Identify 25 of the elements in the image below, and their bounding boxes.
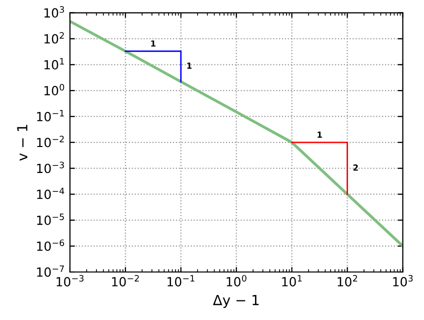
y-tick-label: 10$^{−2}$ (37, 136, 64, 148)
y-axis-title: v − 1 (17, 124, 28, 161)
annotation: 2 (353, 164, 358, 171)
y-tick-label: 10$^{2}$ (44, 32, 64, 44)
x-tick-label: 10$^{−2}$ (112, 274, 139, 286)
y-tick-label: 10$^{1}$ (44, 58, 64, 70)
x-tick-label: 10$^{−3}$ (56, 274, 84, 286)
y-tick-label: 10$^{−6}$ (37, 239, 64, 251)
y-tick-label: 10$^{−7}$ (37, 266, 64, 277)
line-series (70, 20, 403, 248)
x-tick-label: 10$^{0}$ (226, 274, 246, 286)
x-tick-label: 10$^{3}$ (393, 274, 413, 286)
y-tick-label: 10$^{−4}$ (37, 188, 64, 200)
annotation: 1 (318, 132, 322, 138)
y-tick-label: 10$^{−5}$ (37, 214, 64, 225)
x-axis-title: Δy − 1 (212, 294, 259, 308)
y-tick-label: 10$^{3}$ (44, 6, 64, 18)
x-tick-label: 10$^{1}$ (282, 275, 302, 286)
annotation: 1 (151, 40, 156, 47)
x-tick-label: 10$^{2}$ (338, 274, 358, 286)
y-tick-label: 10$^{0}$ (44, 84, 64, 96)
annotation: 1 (187, 62, 192, 69)
y-tick-label: 10$^{−1}$ (37, 110, 64, 122)
y-tick-label: 10$^{−3}$ (37, 162, 64, 174)
x-tick-label: 10$^{−1}$ (168, 275, 194, 286)
